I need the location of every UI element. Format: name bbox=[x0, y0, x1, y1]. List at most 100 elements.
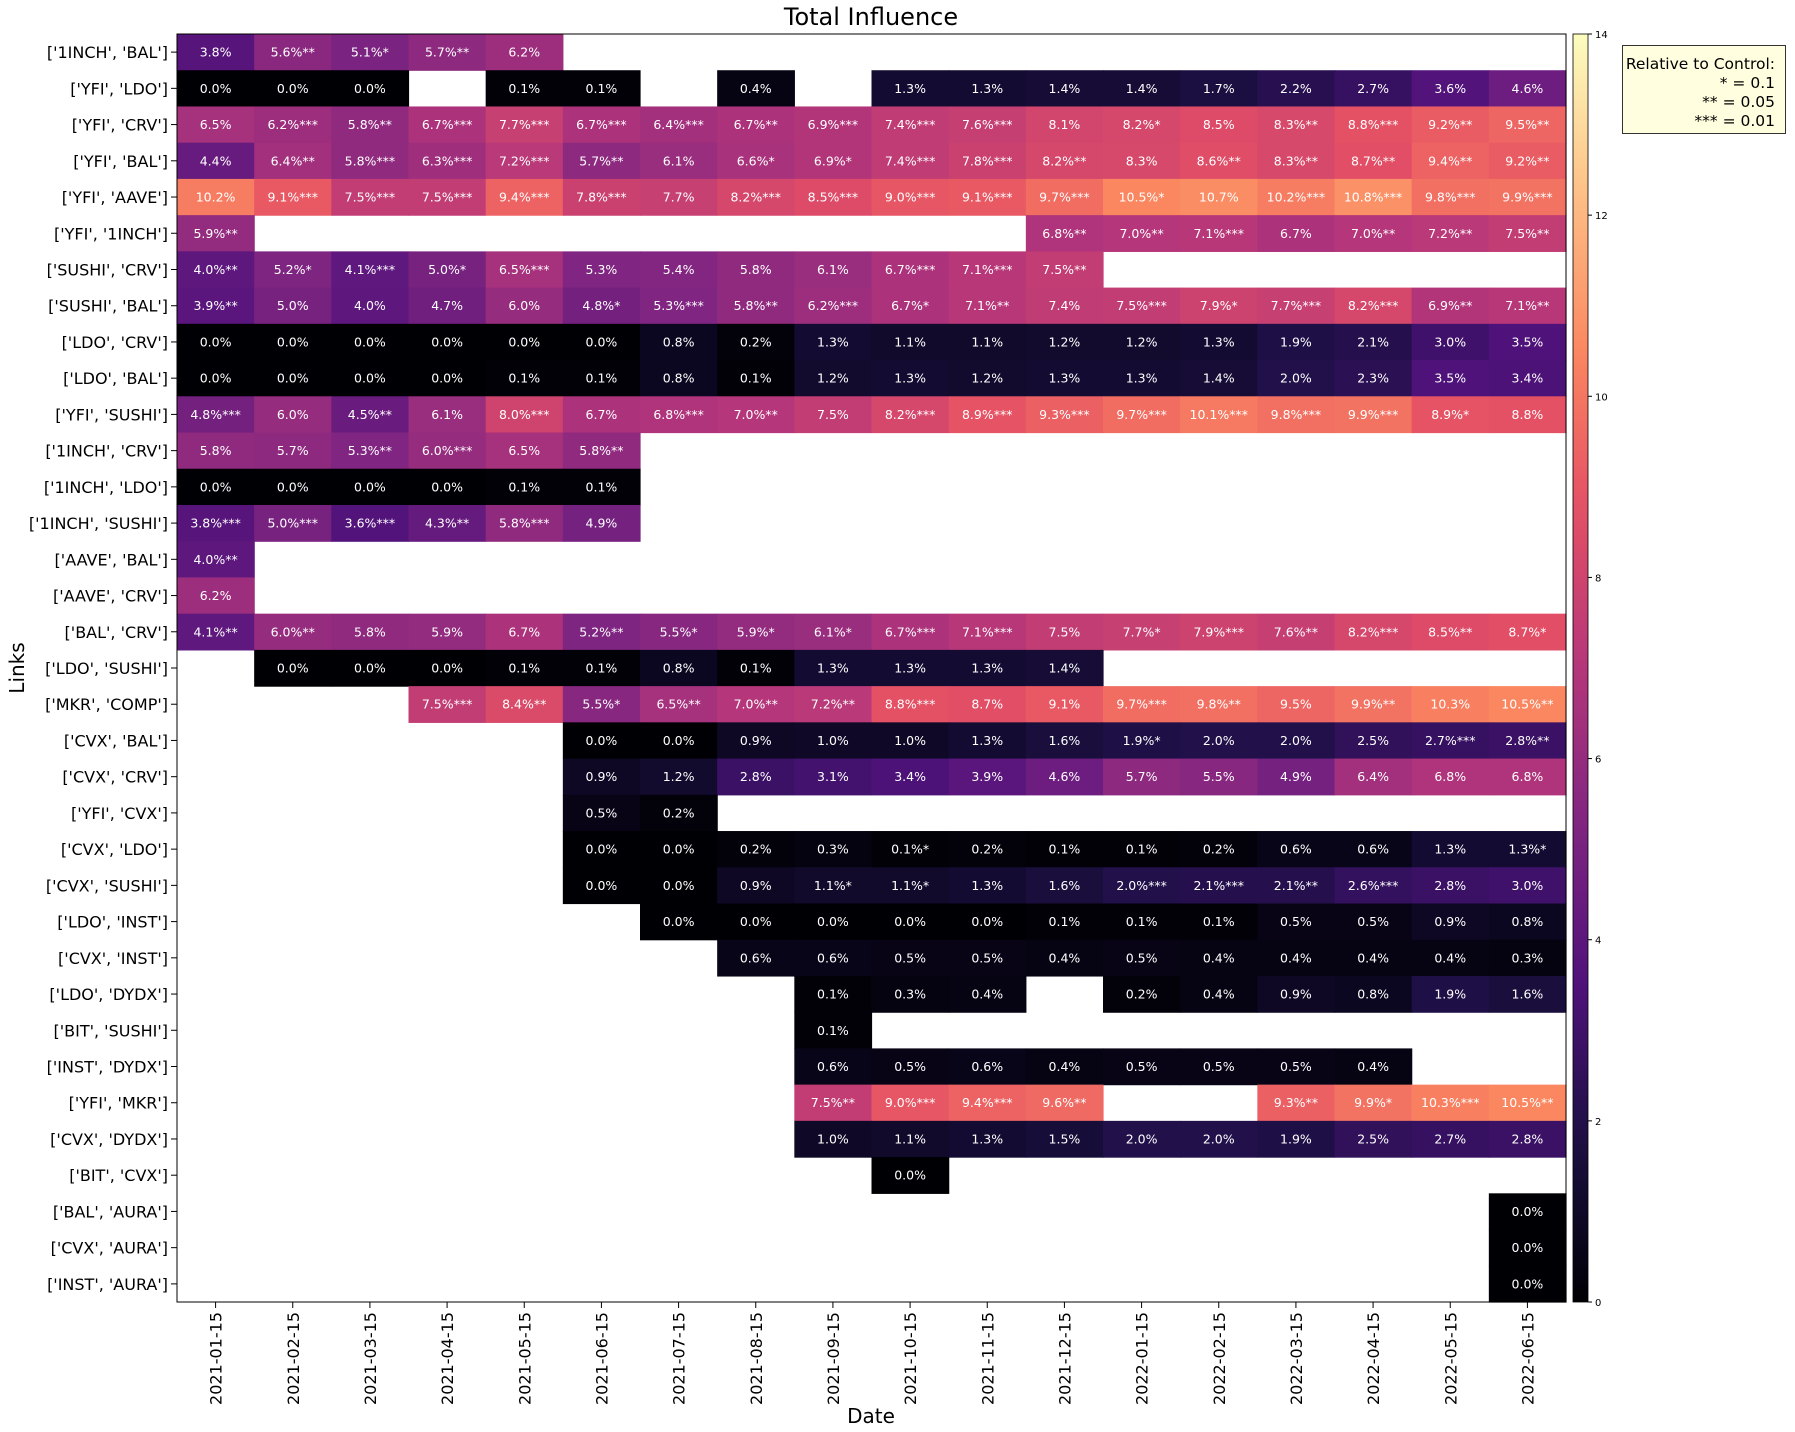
heatmap-cell bbox=[177, 360, 255, 397]
heatmap-cell bbox=[485, 360, 564, 397]
heatmap-cell bbox=[562, 504, 641, 542]
x-axis-label: Date bbox=[847, 1404, 895, 1428]
heatmap-cell bbox=[408, 468, 487, 506]
cell-value-label: 7.4%*** bbox=[885, 117, 936, 132]
cell-value-label: 7.5%*** bbox=[1116, 298, 1167, 313]
heatmap-cell bbox=[794, 649, 873, 687]
cell-value-label: 1.7% bbox=[1203, 81, 1235, 96]
cell-value-label: 4.9% bbox=[586, 516, 618, 531]
heatmap-cell bbox=[640, 686, 718, 723]
heatmap-cell bbox=[1488, 831, 1567, 868]
colorbar-tick-label: 14 bbox=[1595, 30, 1608, 41]
heatmap-cell bbox=[1488, 1120, 1567, 1158]
cell-value-label: 9.5%** bbox=[1505, 117, 1549, 132]
heatmap-cell bbox=[1411, 867, 1490, 905]
heatmap-cell bbox=[1103, 686, 1181, 723]
heatmap-cell bbox=[1488, 613, 1567, 651]
heatmap-cell bbox=[794, 903, 873, 941]
cell-value-label: 0.0% bbox=[431, 334, 463, 349]
heatmap-cell bbox=[254, 396, 332, 434]
heatmap-cell bbox=[1103, 939, 1181, 977]
heatmap-cell bbox=[1257, 70, 1336, 108]
y-tick-label: ['YFI', 'MKR'] bbox=[69, 1094, 168, 1113]
cell-value-label: 0.3% bbox=[894, 987, 926, 1002]
cell-value-label: 0.1% bbox=[586, 661, 618, 676]
x-tick-label: 2021-04-15 bbox=[438, 1312, 457, 1405]
heatmap-cell bbox=[254, 142, 332, 180]
heatmap-cell bbox=[717, 867, 795, 905]
heatmap-cell bbox=[948, 939, 1027, 977]
heatmap-cell bbox=[562, 323, 641, 361]
heatmap-cell bbox=[254, 178, 332, 216]
cell-value-label: 6.7%*** bbox=[885, 624, 936, 639]
cell-value-label: 8.1% bbox=[1049, 117, 1081, 132]
heatmap-cell bbox=[640, 794, 718, 832]
cell-value-label: 1.4% bbox=[1203, 371, 1235, 386]
heatmap-cell bbox=[871, 251, 950, 289]
cell-value-label: 7.1%*** bbox=[962, 262, 1013, 277]
heatmap-cell bbox=[948, 649, 1027, 687]
heatmap-cell bbox=[871, 70, 950, 108]
cell-value-label: 7.7% bbox=[663, 190, 695, 205]
heatmap-cell bbox=[717, 831, 795, 868]
cell-value-label: 0.8% bbox=[1357, 987, 1389, 1002]
cell-value-label: 0.0% bbox=[354, 334, 386, 349]
cell-value-label: 5.0%*** bbox=[267, 516, 318, 531]
cell-value-label: 0.6% bbox=[1280, 842, 1312, 857]
cell-value-label: 7.1%*** bbox=[1193, 226, 1244, 241]
cell-value-label: 1.1% bbox=[971, 334, 1003, 349]
cell-value-label: 1.3%* bbox=[1508, 842, 1546, 857]
heatmap-cell bbox=[717, 360, 795, 397]
heatmap-cell bbox=[1025, 686, 1104, 723]
cell-value-label: 3.5% bbox=[1434, 371, 1466, 386]
cell-value-label: 2.8% bbox=[1512, 1131, 1544, 1146]
cell-value-label: 0.0% bbox=[431, 479, 463, 494]
y-tick-label: ['CVX', 'BAL'] bbox=[64, 731, 168, 750]
cell-value-label: 7.2%** bbox=[811, 697, 855, 712]
cell-value-label: 1.3% bbox=[894, 81, 926, 96]
y-tick-label: ['YFI', 'LDO'] bbox=[70, 79, 168, 98]
cell-value-label: 9.0%*** bbox=[885, 1095, 936, 1110]
cell-value-label: 5.1%* bbox=[351, 45, 389, 60]
cell-value-label: 1.3% bbox=[971, 661, 1003, 676]
heatmap-cell bbox=[948, 975, 1027, 1013]
x-tick-label: 2021-06-15 bbox=[592, 1312, 611, 1405]
cell-value-label: 0.0% bbox=[277, 479, 309, 494]
heatmap-cell bbox=[948, 613, 1027, 651]
cell-value-label: 7.7%*** bbox=[499, 117, 550, 132]
heatmap-cell bbox=[1103, 1048, 1181, 1086]
heatmap-cell bbox=[948, 287, 1027, 325]
heatmap-cell bbox=[408, 34, 487, 71]
colorbar-tick-label: 2 bbox=[1595, 1117, 1601, 1128]
heatmap-cell bbox=[871, 1120, 950, 1158]
heatmap-cell bbox=[1180, 903, 1258, 941]
cell-value-label: 2.0% bbox=[1203, 1131, 1235, 1146]
heatmap-cell bbox=[177, 251, 255, 289]
heatmap-cell bbox=[1180, 142, 1258, 180]
cell-value-label: 9.4%*** bbox=[499, 190, 550, 205]
x-tick-label: 2021-01-15 bbox=[207, 1312, 226, 1405]
cell-value-label: 6.2% bbox=[508, 45, 540, 60]
cell-value-label: 3.5% bbox=[1512, 334, 1544, 349]
heatmap-cell bbox=[1488, 215, 1567, 252]
heatmap-cell bbox=[640, 867, 718, 905]
cell-value-label: 0.0% bbox=[354, 371, 386, 386]
cell-value-label: 5.9%* bbox=[737, 624, 775, 639]
heatmap-cell bbox=[1334, 1048, 1413, 1086]
cell-value-label: 1.5% bbox=[1049, 1131, 1081, 1146]
cell-value-label: 1.0% bbox=[894, 733, 926, 748]
heatmap-cell bbox=[408, 360, 487, 397]
cell-value-label: 2.8%** bbox=[1505, 733, 1549, 748]
cell-value-label: 4.0%** bbox=[193, 552, 237, 567]
cell-value-label: 5.5%* bbox=[660, 624, 698, 639]
heatmap-cell bbox=[254, 504, 332, 542]
x-tick-label: 2021-07-15 bbox=[670, 1312, 689, 1405]
legend-line-3: *** = 0.01 bbox=[1694, 112, 1775, 130]
heatmap-cell bbox=[1488, 396, 1567, 434]
heatmap-cell bbox=[1180, 396, 1258, 434]
heatmap-cell bbox=[1025, 106, 1104, 144]
cell-value-label: 1.1% bbox=[894, 1131, 926, 1146]
cell-value-label: 2.1%** bbox=[1274, 878, 1318, 893]
heatmap-cell bbox=[1180, 758, 1258, 796]
cell-value-label: 8.8%*** bbox=[1348, 117, 1399, 132]
